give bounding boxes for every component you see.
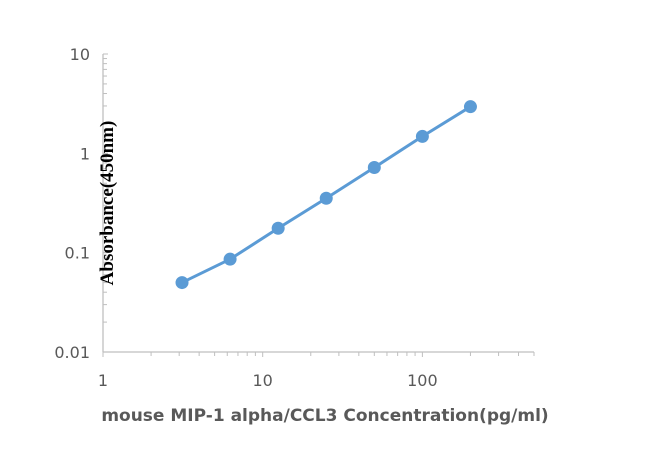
x-tick-label: 1	[98, 371, 108, 390]
data-point	[319, 191, 333, 205]
data-point	[415, 129, 429, 143]
series	[175, 100, 477, 290]
x-axis-label: mouse MIP-1 alpha/CCL3 Concentration(pg/…	[101, 406, 548, 426]
axes	[102, 53, 535, 357]
x-tick-label: 100	[407, 371, 438, 390]
y-tick-label: 10	[70, 45, 90, 64]
data-point	[367, 161, 381, 175]
y-tick-label: 1	[80, 144, 90, 163]
x-tick-label: 10	[253, 371, 273, 390]
y-tick-label: 0.1	[65, 244, 90, 263]
y-axis-label: Absorbance(450nm)	[97, 121, 118, 286]
tick-labels: 1 10 100 0.01 0.1 1 10	[54, 45, 437, 390]
data-point	[223, 252, 237, 266]
data-point	[463, 100, 477, 114]
y-tick-label: 0.01	[54, 343, 90, 362]
data-point	[175, 276, 189, 290]
data-point	[271, 221, 285, 235]
